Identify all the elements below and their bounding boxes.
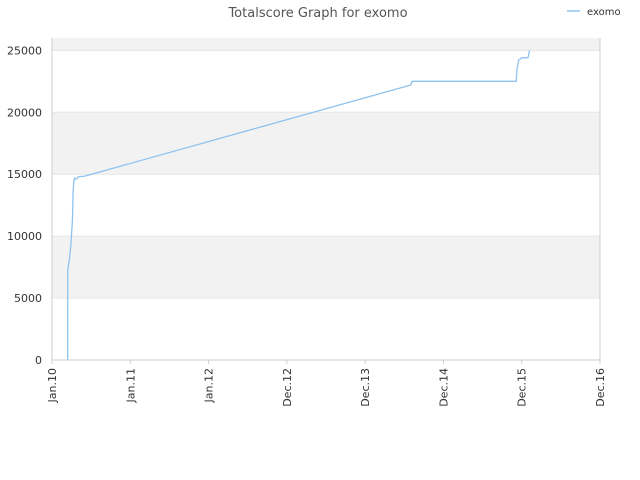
grid-lines [52, 49, 600, 361]
y-tick-label: 0 [35, 354, 42, 367]
x-tick-label: Jan.12 [203, 368, 216, 403]
x-tick-label: Jan.11 [124, 368, 137, 403]
y-tick-label: 15000 [7, 168, 42, 181]
x-tick-label: Dec.12 [281, 368, 294, 407]
y-tick-label: 20000 [7, 106, 42, 119]
x-tick-label: Dec.14 [437, 368, 450, 407]
x-axis-ticks: Jan.10 Jan.11 Jan.12 Dec.12 Dec.13 Dec.14 Dec.… [46, 360, 607, 407]
legend[interactable]: exomo [567, 7, 621, 18]
plot-area [67, 50, 531, 360]
grid-band [52, 236, 600, 299]
chart-title: Totalscore Graph for exomo [227, 6, 407, 21]
x-tick-label: Dec.16 [594, 368, 607, 407]
y-tick-label: 10000 [7, 230, 42, 243]
grid-bands [52, 38, 600, 299]
grid-band [52, 38, 600, 51]
x-tick-label: Dec.15 [516, 368, 529, 407]
x-tick-label: Jan.10 [46, 368, 59, 403]
x-tick-label: Dec.13 [359, 368, 372, 407]
series-line-exomo [67, 50, 531, 360]
grid-band [52, 112, 600, 175]
legend-label-exomo: exomo [587, 7, 621, 18]
y-tick-label: 25000 [7, 44, 42, 57]
axes [51, 38, 601, 361]
y-tick-label: 5000 [14, 292, 42, 305]
y-axis-ticks: 0 5000 10000 15000 20000 25000 [7, 44, 42, 367]
